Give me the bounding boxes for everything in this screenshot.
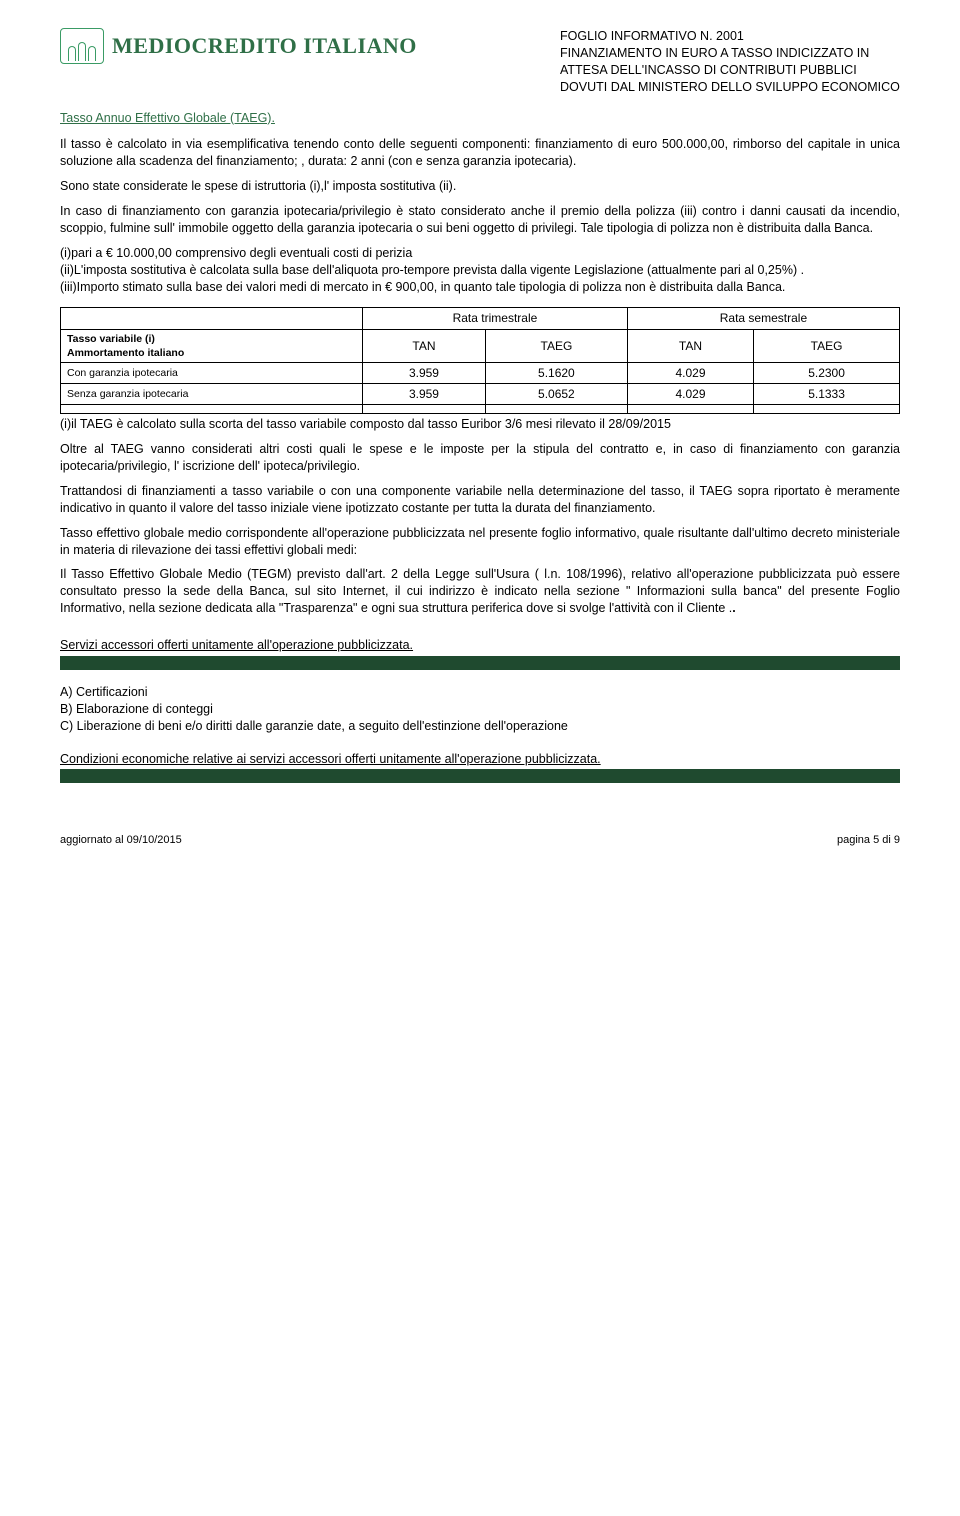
footer-date: aggiornato al 09/10/2015 (60, 833, 182, 848)
cell: 3.959 (363, 384, 486, 405)
document-header-block: FOGLIO INFORMATIVO N. 2001 FINANZIAMENTO… (560, 28, 900, 96)
note-i: (i)pari a € 10.000,00 comprensivo degli … (60, 245, 900, 262)
table-row: Senza garanzia ipotecaria 3.959 5.0652 4… (61, 384, 900, 405)
doc-header-title-bold: FINANZIAMENTO (560, 46, 662, 60)
list-item-b: B) Elaborazione di conteggi (60, 701, 900, 718)
rates-table-wrapper: Rata trimestrale Rata semestrale Tasso v… (60, 307, 900, 414)
row-con-garanzia: Con garanzia ipotecaria (61, 362, 363, 383)
cell: 5.1620 (485, 362, 627, 383)
note-ii: (ii)L'imposta sostitutiva è calcolata su… (60, 262, 900, 279)
logo-text: MEDIOCREDITO ITALIANO (112, 31, 417, 61)
paragraph-9: Tasso effettivo globale medio corrispond… (60, 525, 900, 559)
hdr-trimestrale: Rata trimestrale (363, 308, 628, 329)
cell: 5.2300 (754, 362, 900, 383)
row-label-tasso: Tasso variabile (i) (67, 333, 155, 345)
logo-arches-icon (60, 28, 104, 64)
table-header-row-1: Rata trimestrale Rata semestrale (61, 308, 900, 329)
rates-table: Rata trimestrale Rata semestrale Tasso v… (60, 307, 900, 414)
table-header-row-2: Tasso variabile (i) Ammortamento italian… (61, 329, 900, 362)
note-iii: (iii)Importo stimato sulla base dei valo… (60, 279, 900, 296)
paragraph-1: Il tasso è calcolato in via esemplificat… (60, 136, 900, 170)
brand-logo: MEDIOCREDITO ITALIANO (60, 28, 417, 64)
section-divider-bar-2 (60, 769, 900, 783)
doc-header-label: FOGLIO INFORMATIVO N. (560, 29, 713, 43)
row-label-ammort: Ammortamento italiano (67, 347, 184, 359)
list-item-c: C) Liberazione di beni e/o diritti dalle… (60, 718, 900, 735)
hdr-taeg-1: TAEG (485, 329, 627, 362)
footer-page-num: pagina 5 di 9 (837, 833, 900, 848)
table-empty-row (61, 405, 900, 414)
cell: 3.959 (363, 362, 486, 383)
doc-header-num: 2001 (713, 29, 744, 43)
list-item-a: A) Certificazioni (60, 684, 900, 701)
paragraph-10-dot: . (732, 601, 735, 615)
paragraph-8: Trattandosi di finanziamenti a tasso var… (60, 483, 900, 517)
row-senza-garanzia: Senza garanzia ipotecaria (61, 384, 363, 405)
servizi-heading: Servizi accessori offerti unitamente all… (60, 637, 900, 654)
condizioni-heading: Condizioni economiche relative ai serviz… (60, 751, 900, 768)
paragraph-3: In caso di finanziamento con garanzia ip… (60, 203, 900, 237)
paragraph-7: Oltre al TAEG vanno considerati altri co… (60, 441, 900, 475)
hdr-semestrale: Rata semestrale (627, 308, 899, 329)
cell: 4.029 (627, 384, 753, 405)
hdr-taeg-2: TAEG (754, 329, 900, 362)
page-footer: aggiornato al 09/10/2015 pagina 5 di 9 (60, 833, 900, 848)
taeg-date-note: (i)il TAEG è calcolato sulla scorta del … (60, 416, 900, 433)
cell: 5.1333 (754, 384, 900, 405)
page-header: MEDIOCREDITO ITALIANO FOGLIO INFORMATIVO… (60, 28, 900, 96)
paragraph-2: Sono state considerate le spese di istru… (60, 178, 900, 195)
hdr-tan-1: TAN (363, 329, 486, 362)
hdr-tan-2: TAN (627, 329, 753, 362)
table-row: Con garanzia ipotecaria 3.959 5.1620 4.0… (61, 362, 900, 383)
cell: 4.029 (627, 362, 753, 383)
cell: 5.0652 (485, 384, 627, 405)
paragraph-10: Il Tasso Effettivo Globale Medio (TEGM) … (60, 567, 900, 615)
section-divider-bar (60, 656, 900, 670)
taeg-title: Tasso Annuo Effettivo Globale (TAEG). (60, 110, 900, 127)
